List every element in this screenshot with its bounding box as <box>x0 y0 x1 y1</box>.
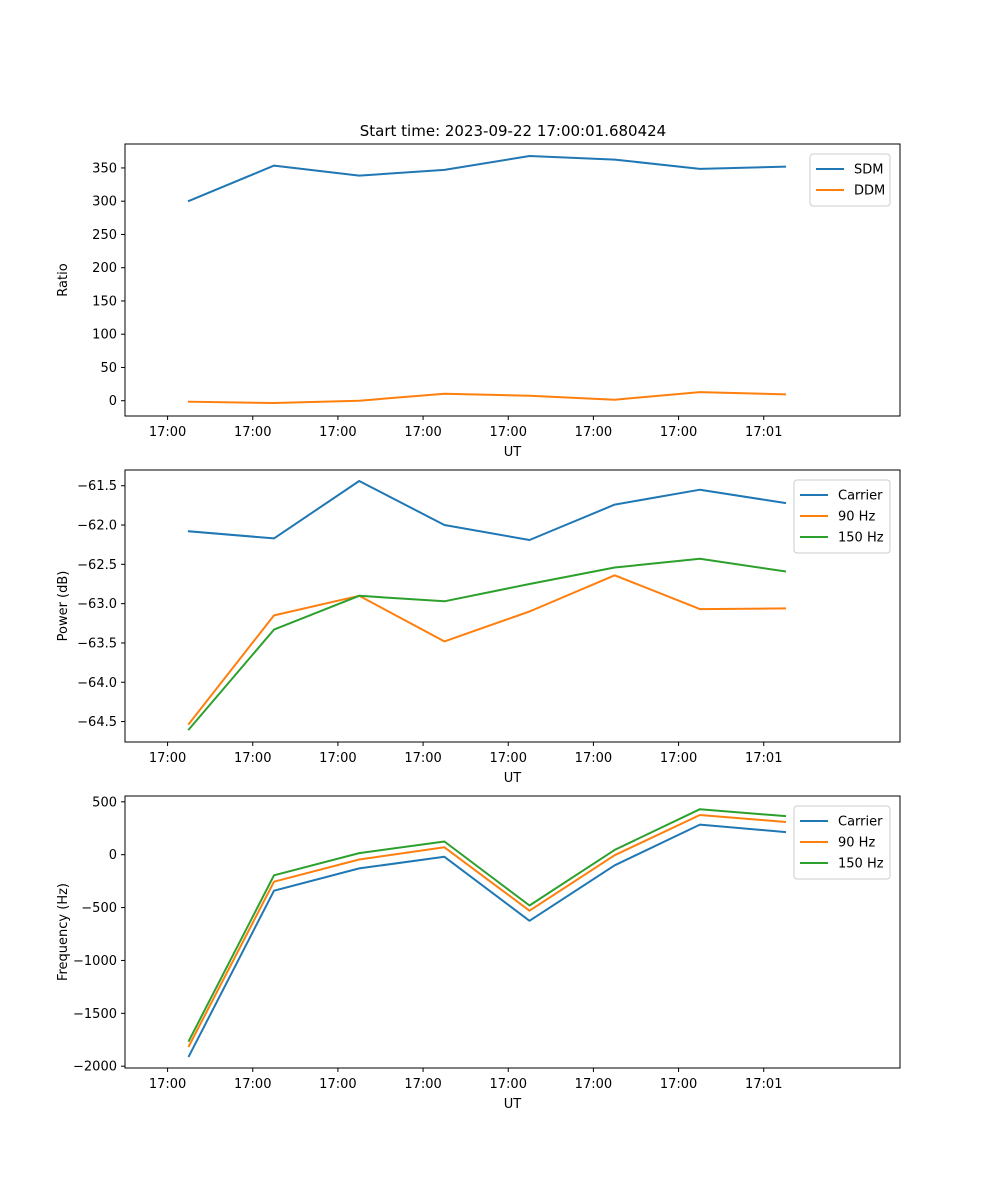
ratio-y-tick-label: 200 <box>92 261 117 276</box>
power-legend-label: 90 Hz <box>838 510 875 525</box>
power-x-tick-label: 17:00 <box>575 751 612 766</box>
frequency-x-axis-label: UT <box>504 1097 522 1112</box>
ratio-x-tick-label: 17:00 <box>234 425 271 440</box>
ratio-legend-label: DDM <box>854 184 885 199</box>
ratio-x-tick-label: 17:00 <box>319 425 356 440</box>
frequency-x-tick-label: 17:00 <box>319 1077 356 1092</box>
power-panel: 17:00 17:00 17:00 17:00 17:00 17:00 17:00 17:01… <box>56 469 901 786</box>
power-x-tick-label: 17:00 <box>234 751 271 766</box>
frequency-legend-label: 150 Hz <box>838 857 884 872</box>
frequency-x-tick-label: 17:00 <box>234 1077 271 1092</box>
power-y-tick-label: −62.5 <box>77 558 117 573</box>
ratio-x-tick-label: 17:00 <box>149 425 186 440</box>
power-plot-frame <box>124 469 901 743</box>
power-y-tick-label: −63.0 <box>77 597 117 612</box>
ratio-y-tick-label: 0 <box>109 394 117 409</box>
ratio-x-axis-label: UT <box>504 445 522 460</box>
power-x-tick-label: 17:00 <box>319 751 356 766</box>
ratio-y-tick-label: 50 <box>100 361 117 376</box>
frequency-legend-box <box>793 805 891 880</box>
ratio-panel: 17:00 17:00 17:00 17:00 17:00 17:00 17:00 17:01… <box>56 143 901 460</box>
power-x-tick-label: 17:00 <box>149 751 186 766</box>
frequency-series-90-hz <box>187 814 787 1048</box>
frequency-y-tick-label: −1500 <box>73 1007 117 1022</box>
frequency-series-150-hz <box>187 808 787 1043</box>
ratio-x-tick-label: 17:00 <box>660 425 697 440</box>
frequency-x-tick-label: 17:00 <box>575 1077 612 1092</box>
frequency-y-tick-label: 500 <box>92 795 117 810</box>
power-legend-box <box>793 479 891 554</box>
frequency-x-tick-label: 17:01 <box>745 1077 782 1092</box>
ratio-y-axis-label: Ratio <box>56 263 71 296</box>
frequency-y-tick-label: −1000 <box>73 954 117 969</box>
power-series-150-hz <box>187 557 787 731</box>
ratio-y-tick-label: 350 <box>92 161 117 176</box>
power-x-tick-label: 17:01 <box>745 751 782 766</box>
frequency-y-tick-label: 0 <box>109 848 117 863</box>
ratio-legend-box <box>809 153 891 207</box>
ratio-y-tick-label: 300 <box>92 195 117 210</box>
power-series-carrier <box>187 480 787 541</box>
ratio-y-tick-label: 150 <box>92 294 117 309</box>
figure-title: Start time: 2023-09-22 17:00:01.680424 <box>360 122 666 140</box>
ratio-x-tick-label: 17:00 <box>404 425 441 440</box>
power-x-tick-label: 17:00 <box>490 751 527 766</box>
power-legend-label: Carrier <box>838 489 883 504</box>
frequency-x-tick-label: 17:00 <box>490 1077 527 1092</box>
ratio-legend-label: SDM <box>854 163 883 178</box>
frequency-legend-label: Carrier <box>838 815 883 830</box>
power-legend: Carrier 90 Hz 150 Hz <box>793 479 891 554</box>
power-y-tick-label: −64.5 <box>77 715 117 730</box>
frequency-y-axis-label: Frequency (Hz) <box>56 883 71 981</box>
frequency-plot-frame <box>124 795 901 1069</box>
power-x-tick-label: 17:00 <box>660 751 697 766</box>
power-x-tick-label: 17:00 <box>404 751 441 766</box>
frequency-series-carrier <box>187 823 787 1058</box>
power-y-tick-label: −63.5 <box>77 636 117 651</box>
ratio-plot-frame <box>124 143 901 417</box>
frequency-y-tick-label: −500 <box>81 901 117 916</box>
frequency-panel: 17:00 17:00 17:00 17:00 17:00 17:00 17:00 17:01… <box>56 795 901 1112</box>
ratio-y-tick-label: 100 <box>92 328 117 343</box>
ratio-x-tick-label: 17:01 <box>745 425 782 440</box>
power-y-tick-label: −62.0 <box>77 519 117 534</box>
power-y-tick-label: −61.5 <box>77 479 117 494</box>
ratio-x-tick-label: 17:00 <box>575 425 612 440</box>
ratio-x-tick-label: 17:00 <box>490 425 527 440</box>
power-series-90-hz <box>187 574 787 726</box>
ratio-series-ddm <box>187 391 787 404</box>
frequency-legend-label: 90 Hz <box>838 836 875 851</box>
power-x-axis-label: UT <box>504 771 522 786</box>
power-y-axis-label: Power (dB) <box>56 571 71 642</box>
frequency-x-tick-label: 17:00 <box>404 1077 441 1092</box>
power-y-tick-label: −64.0 <box>77 676 117 691</box>
ratio-legend: SDM DDM <box>809 153 891 207</box>
frequency-legend: Carrier 90 Hz 150 Hz <box>793 805 891 880</box>
frequency-y-tick-label: −2000 <box>73 1060 117 1075</box>
ratio-y-tick-label: 250 <box>92 228 117 243</box>
power-legend-label: 150 Hz <box>838 531 884 546</box>
frequency-x-tick-label: 17:00 <box>660 1077 697 1092</box>
ratio-series-sdm <box>187 155 787 203</box>
frequency-x-tick-label: 17:00 <box>149 1077 186 1092</box>
